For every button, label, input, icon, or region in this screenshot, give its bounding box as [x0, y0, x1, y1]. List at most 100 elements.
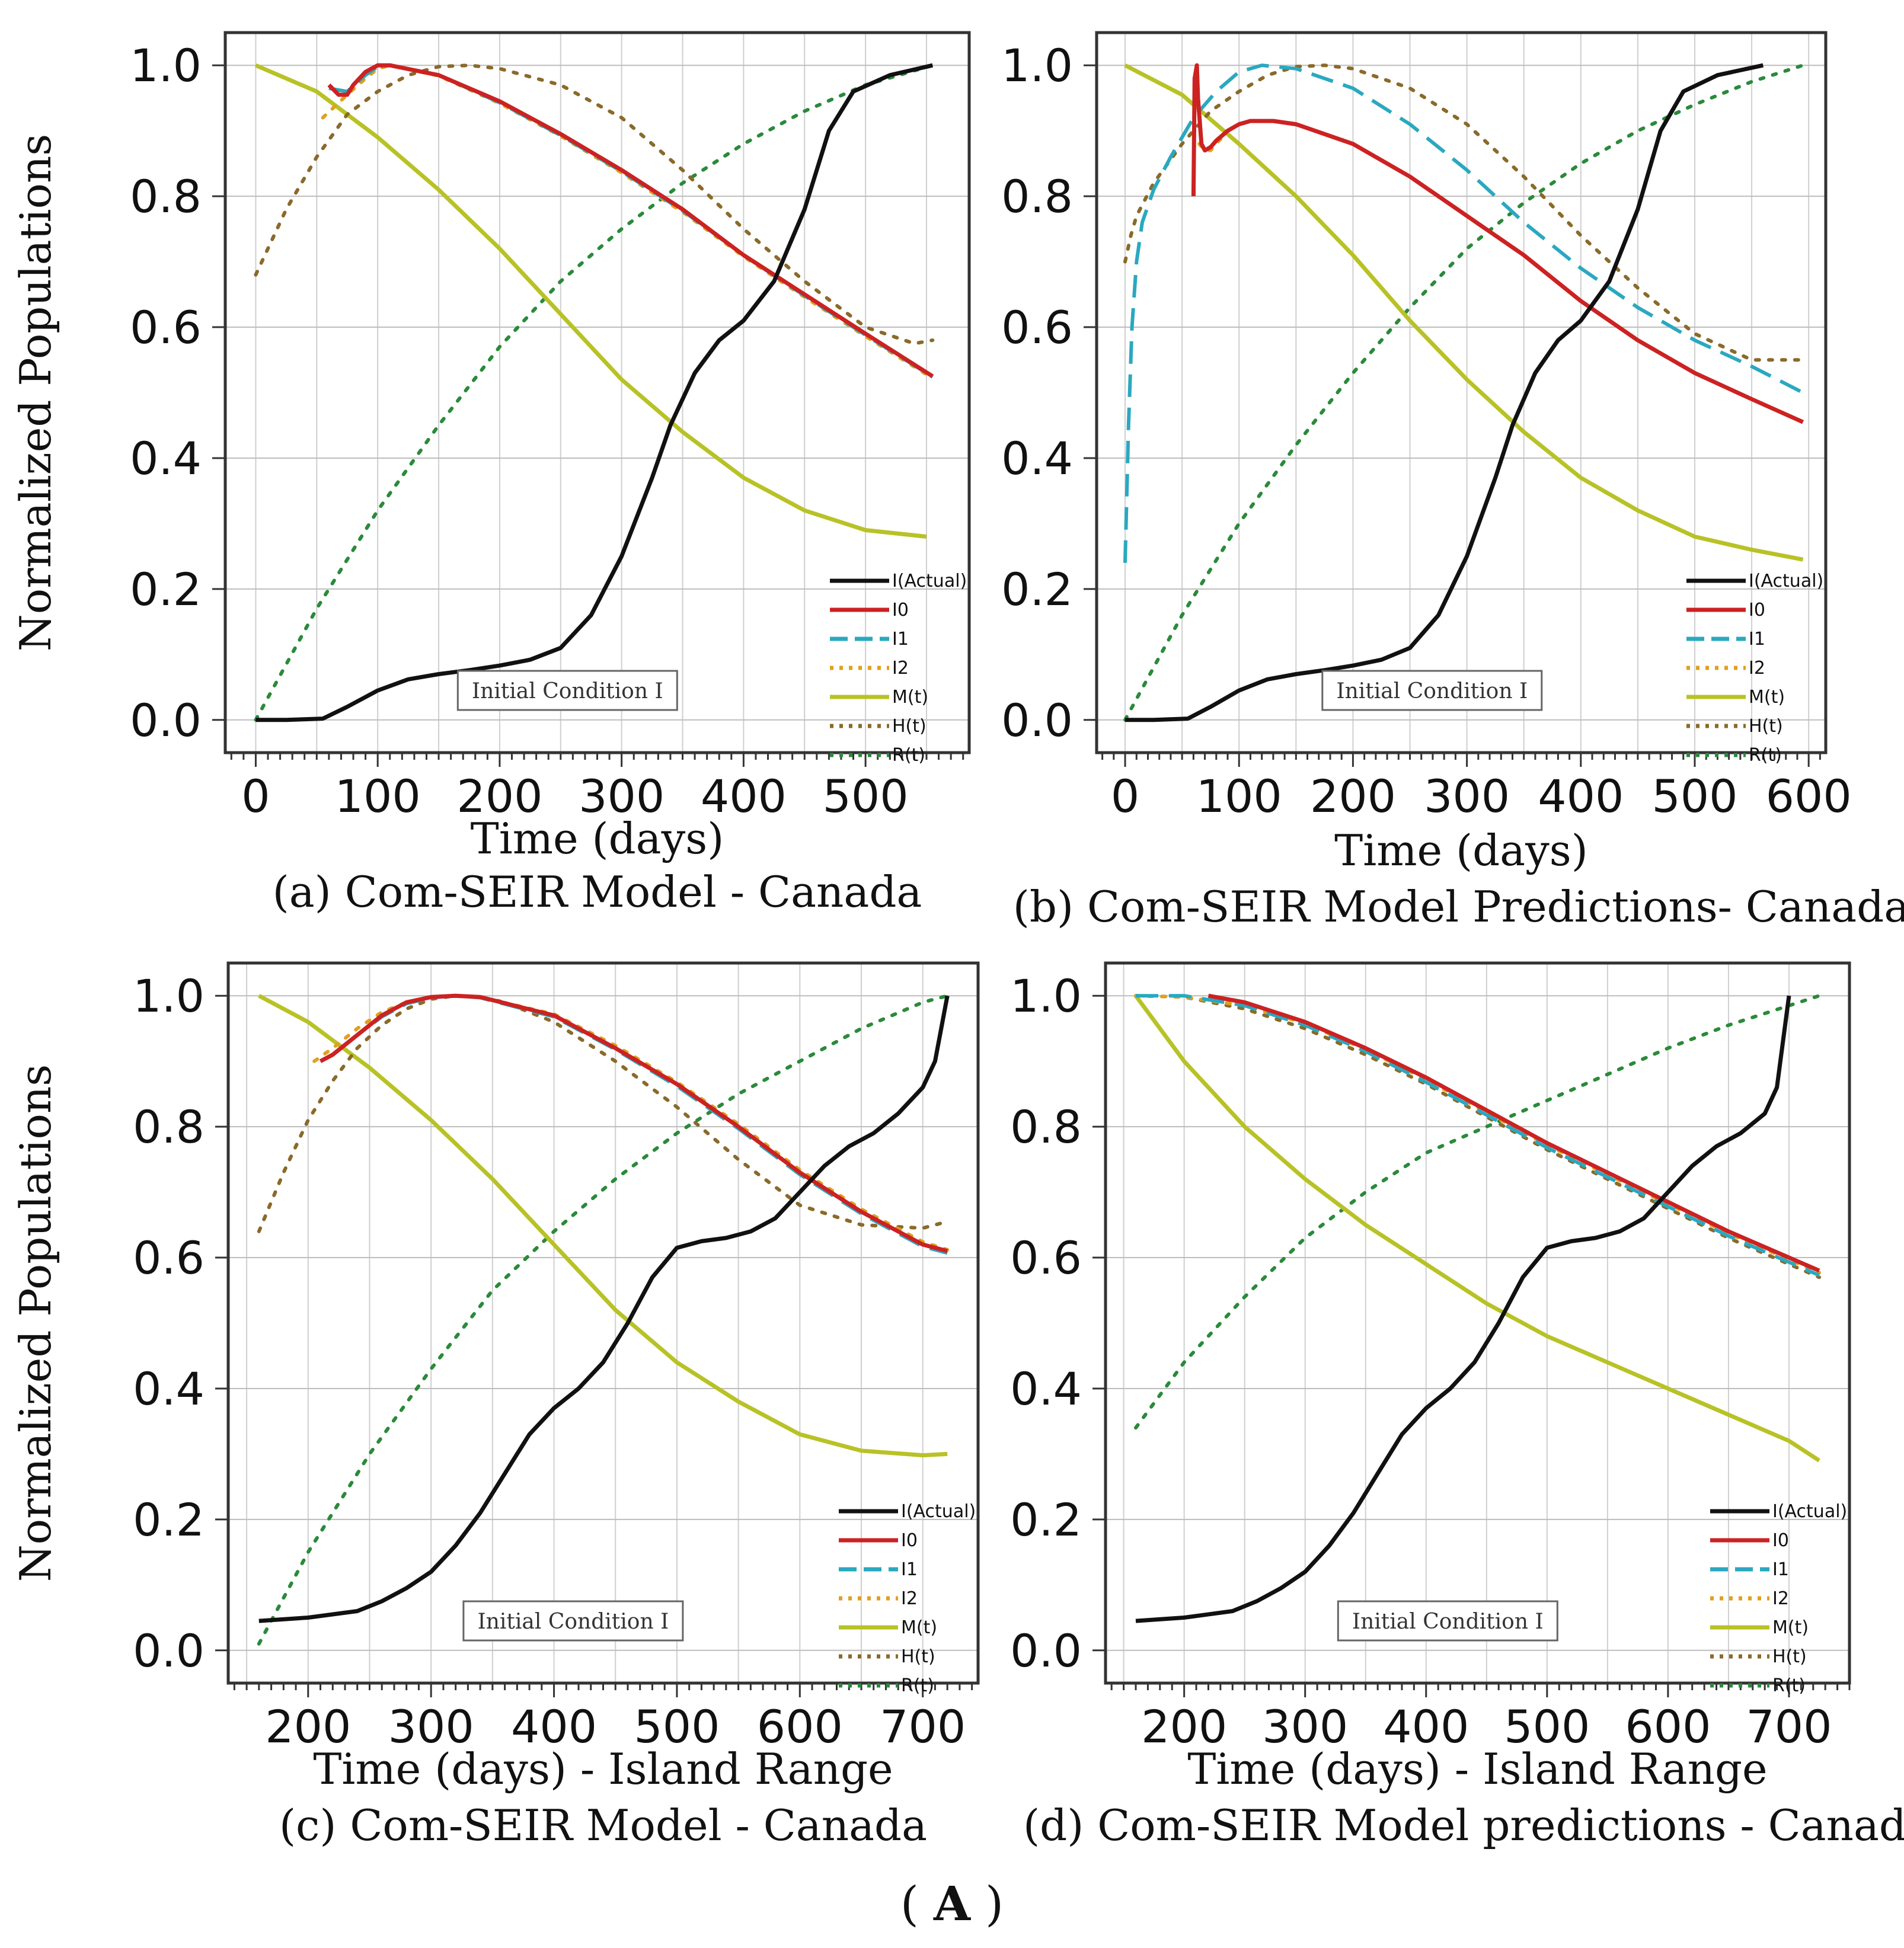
- y-tick-label: 0.6: [1010, 1232, 1082, 1284]
- legend-label-R: R(t): [1772, 1675, 1806, 1696]
- legend-label-actual: I(Actual): [1772, 1501, 1847, 1522]
- series-line-M: [1136, 996, 1819, 1460]
- y-tick-label: 1.0: [1010, 970, 1082, 1022]
- y-tick-label: 1.0: [133, 970, 205, 1022]
- legend-label-R: R(t): [901, 1675, 934, 1696]
- x-axis-label: Time (days): [1334, 826, 1588, 875]
- series-line-I1: [1125, 65, 1803, 563]
- panel-a: 0 100 200 300 400 500 0.0 0.2 0.4 0.6 0.8 1.0 Time (…: [11, 33, 969, 917]
- legend: I(Actual) I0 I1 I2 M(t) H(t) R(t): [830, 571, 967, 766]
- legend-label-I0: I0: [1772, 1530, 1789, 1551]
- panel-d: 200 300 400 500 600 700 0.0 0.2 0.4 0.6 0.8 1.0 Time…: [1010, 963, 1904, 1850]
- legend-label-I1: I1: [1772, 1559, 1789, 1580]
- legend-label-I1: I1: [901, 1559, 918, 1580]
- x-axis-label: Time (days): [471, 814, 724, 863]
- y-tick-label: 0.4: [130, 432, 202, 485]
- panel-c: 200 300 400 500 600 700 0.0 0.2 0.4 0.6 0.8 1.0 Time…: [11, 963, 978, 1850]
- y-tick-label: 0.6: [130, 301, 202, 354]
- y-tick-label: 0.2: [1010, 1493, 1082, 1546]
- legend-label-M: M(t): [1772, 1617, 1809, 1638]
- series-line-H: [1136, 996, 1819, 1277]
- figure-label: A: [933, 1876, 971, 1931]
- x-tick-label: 300: [1424, 770, 1510, 823]
- series-line-I0: [1193, 65, 1803, 422]
- x-tick-label: 100: [1196, 770, 1282, 823]
- legend-label-M: M(t): [901, 1617, 937, 1638]
- y-tick-label: 0.8: [1010, 1101, 1082, 1153]
- legend-label-M: M(t): [1749, 687, 1785, 708]
- series-line-R: [259, 996, 947, 1644]
- legend-label-I2: I2: [1749, 658, 1765, 679]
- x-tick-label: 500: [823, 770, 909, 823]
- legend-label-I2: I2: [1772, 1588, 1789, 1609]
- series-line-actual: [259, 996, 947, 1621]
- y-tick-label: 0.2: [130, 563, 202, 616]
- x-tick-label: 0: [241, 770, 270, 823]
- legend-label-actual: I(Actual): [1749, 571, 1823, 591]
- legend: I(Actual) I0 I1 I2 M(t) H(t) R(t): [1710, 1501, 1847, 1696]
- y-tick-label: 0.8: [133, 1101, 205, 1153]
- legend-label-R: R(t): [892, 745, 925, 766]
- series-line-actual: [1125, 65, 1763, 720]
- x-axis-label: Time (days) - Island Range: [313, 1744, 893, 1794]
- legend-label-H: H(t): [1772, 1646, 1807, 1667]
- y-tick-label: 0.0: [130, 694, 202, 747]
- legend-label-H: H(t): [901, 1646, 935, 1667]
- x-tick-label: 400: [1538, 770, 1624, 823]
- y-tick-label: 0.2: [1001, 563, 1073, 616]
- figure-label-open-paren: (: [900, 1876, 919, 1931]
- legend-label-H: H(t): [892, 716, 927, 737]
- annotation-text: Initial Condition I: [1336, 679, 1528, 703]
- plot-frame: [1097, 33, 1826, 753]
- legend-label-I0: I0: [901, 1530, 918, 1551]
- legend-label-I0: I0: [892, 600, 909, 620]
- y-tick-label: 0.4: [133, 1362, 205, 1415]
- series-line-I0: [321, 996, 948, 1251]
- legend-label-I1: I1: [892, 629, 909, 650]
- plot-frame: [1106, 963, 1849, 1683]
- y-tick-label: 0.8: [1001, 170, 1073, 223]
- annotation-text: Initial Condition I: [472, 679, 663, 703]
- panel-b: 0 100 200 300 400 500 600 0.0 0.2 0.4 0.6 0.8 1.0 Tim…: [1001, 33, 1904, 932]
- legend-label-H: H(t): [1749, 716, 1783, 737]
- legend-label-actual: I(Actual): [892, 571, 967, 591]
- x-tick-label: 500: [1651, 770, 1737, 823]
- panel-caption: (d) Com-SEIR Model predictions - Canada: [1023, 1800, 1904, 1850]
- x-tick-label: 200: [1310, 770, 1396, 823]
- panel-caption: (c) Com-SEIR Model - Canada: [279, 1800, 927, 1850]
- legend-label-actual: I(Actual): [901, 1501, 976, 1522]
- y-tick-label: 0.0: [1010, 1624, 1082, 1677]
- series-line-actual: [255, 65, 932, 720]
- panel-caption: (b) Com-SEIR Model Predictions- Canada: [1013, 882, 1904, 932]
- series-line-R: [1136, 996, 1819, 1428]
- legend: I(Actual) I0 I1 I2 M(t) H(t) R(t): [1686, 571, 1823, 766]
- y-tick-label: 0.8: [130, 170, 202, 223]
- y-tick-label: 1.0: [1001, 39, 1073, 92]
- series-line-I2: [314, 996, 947, 1250]
- plot-frame: [225, 33, 969, 753]
- y-tick-label: 0.0: [133, 1624, 205, 1677]
- y-tick-label: 0.6: [1001, 301, 1073, 354]
- x-axis-label: Time (days) - Island Range: [1187, 1744, 1767, 1794]
- legend-label-I0: I0: [1749, 600, 1765, 620]
- x-tick-label: 600: [1766, 770, 1852, 823]
- y-tick-label: 0.4: [1010, 1362, 1082, 1415]
- legend: I(Actual) I0 I1 I2 M(t) H(t) R(t): [839, 1501, 976, 1696]
- figure: 0 100 200 300 400 500 0.0 0.2 0.4 0.6 0.8 1.0 Time (…: [0, 0, 1904, 1948]
- x-tick-label: 100: [335, 770, 421, 823]
- annotation-text: Initial Condition I: [1352, 1610, 1544, 1634]
- legend-label-M: M(t): [892, 687, 928, 708]
- x-tick-label: 0: [1111, 770, 1139, 823]
- y-axis-label: Normalized Populations: [11, 134, 60, 651]
- series-line-R: [255, 65, 932, 720]
- plot-frame: [228, 963, 978, 1683]
- legend-label-R: R(t): [1749, 745, 1782, 766]
- series-line-R: [1125, 65, 1803, 720]
- series-line-H: [255, 65, 932, 344]
- annotation-text: Initial Condition I: [478, 1610, 669, 1634]
- y-tick-label: 0.4: [1001, 432, 1073, 485]
- legend-label-I2: I2: [892, 658, 909, 679]
- series-line-M: [1125, 65, 1803, 559]
- y-tick-label: 0.0: [1001, 694, 1073, 747]
- series-line-M: [259, 996, 947, 1455]
